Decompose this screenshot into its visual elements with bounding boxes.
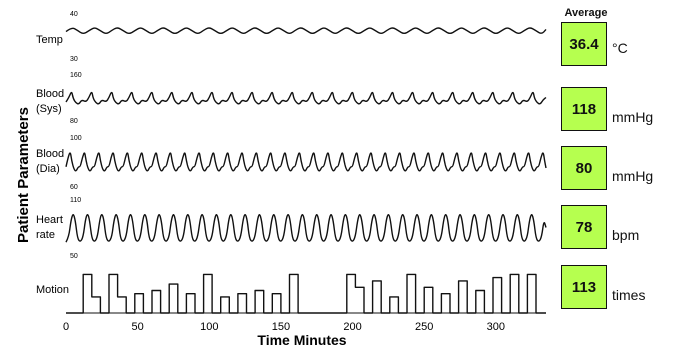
unit-label: mmHg: [612, 109, 654, 125]
y-tick-label: 160: [70, 72, 82, 79]
y-tick-label: 110: [70, 197, 81, 204]
y-tick-label: 40: [70, 11, 78, 18]
series-label: Blood (Sys): [36, 88, 64, 115]
unit-label: times: [612, 287, 646, 303]
x-tick-label: 250: [415, 321, 433, 333]
x-tick-label: 150: [272, 321, 290, 333]
y-tick-label: 100: [70, 135, 82, 142]
series-line: [65, 152, 547, 172]
y-axis-title: Patient Parameters: [15, 107, 32, 243]
series-layer: Temp 40 30 Blood (Sys) 160 80 Blood (Dia) 100 60 He…: [36, 11, 547, 314]
series-line: [65, 213, 547, 243]
y-tick-label: 30: [70, 56, 78, 63]
x-tick-label: 300: [487, 321, 505, 333]
y-tick-label: 80: [70, 118, 78, 125]
series-label: Blood (Dia): [36, 148, 64, 175]
y-tick-label: 60: [70, 184, 78, 191]
y-tick-label: 50: [70, 253, 78, 260]
average-value: 113: [561, 265, 607, 309]
unit-label: mmHg: [612, 168, 654, 184]
x-tick-label: 100: [200, 321, 218, 333]
average-value: 118: [561, 87, 607, 131]
x-tick-label: 50: [132, 321, 144, 333]
unit-label: °C: [612, 40, 628, 56]
series-label: Temp: [36, 34, 63, 46]
average-value: 78: [561, 205, 607, 249]
x-axis-ticks: 0 50 100 150 200 250 300: [63, 321, 505, 333]
average-heading: Average: [564, 7, 608, 19]
unit-label: bpm: [612, 227, 640, 243]
series-line: [65, 91, 547, 105]
series-label: Motion: [36, 284, 69, 296]
x-tick-label: 200: [343, 321, 361, 333]
average-value: 36.4: [561, 22, 607, 66]
x-tick-label: 0: [63, 321, 69, 333]
series-label: Heart rate: [36, 214, 63, 241]
series-line: [65, 27, 547, 35]
x-axis-title: Time Minutes: [257, 332, 346, 348]
average-value: 80: [561, 146, 607, 190]
series-line: [66, 273, 546, 314]
